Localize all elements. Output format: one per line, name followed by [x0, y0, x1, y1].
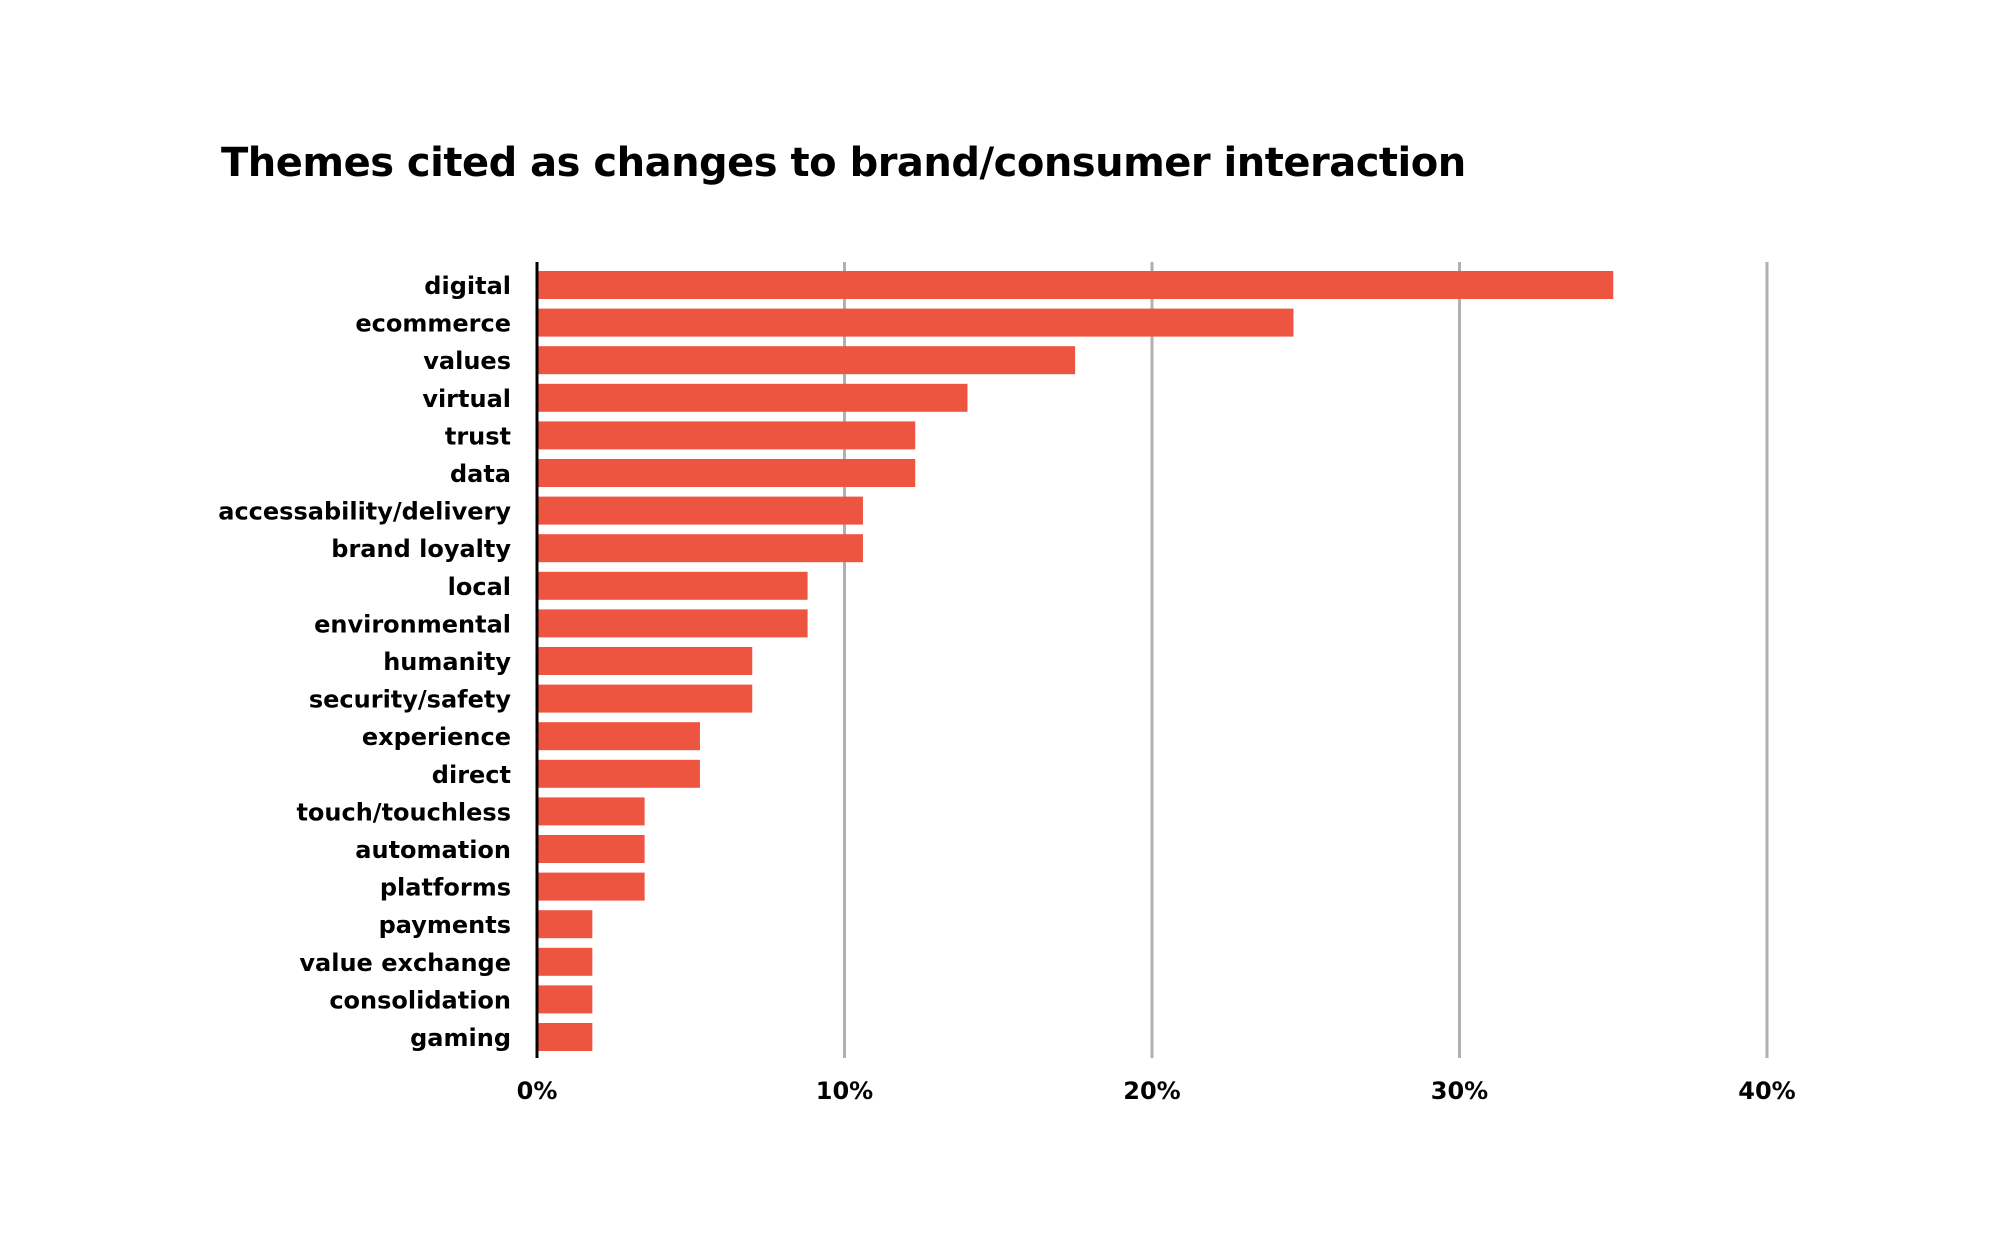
category-label: trust — [445, 422, 511, 450]
bar — [537, 985, 593, 1014]
bar — [537, 346, 1076, 375]
category-label: platforms — [380, 874, 511, 902]
category-label: ecommerce — [355, 310, 511, 338]
bar — [537, 308, 1294, 337]
grid-lines — [843, 262, 1769, 1058]
bar — [537, 797, 645, 826]
chart-title: Themes cited as changes to brand/consume… — [221, 140, 1466, 186]
bars — [537, 271, 1614, 1051]
x-tick-label: 10% — [816, 1077, 873, 1105]
category-label: touch/touchless — [296, 798, 511, 826]
category-label: virtual — [422, 385, 511, 413]
bar — [537, 496, 863, 525]
bar — [537, 872, 645, 901]
category-label: local — [448, 573, 511, 601]
x-tick-labels: 0% 10% 20% 30% 40% — [517, 1077, 1796, 1105]
category-label: data — [450, 460, 511, 488]
bar — [537, 609, 808, 638]
bar — [537, 759, 700, 788]
bar — [537, 835, 645, 863]
category-label: accessability/delivery — [218, 498, 511, 526]
category-label: experience — [362, 723, 511, 751]
bar — [537, 271, 1614, 299]
category-label: security/safety — [309, 686, 511, 714]
category-label: value exchange — [299, 949, 511, 977]
category-label: gaming — [410, 1024, 511, 1052]
category-label: digital — [424, 272, 511, 300]
x-tick-label: 40% — [1738, 1077, 1795, 1105]
category-label: environmental — [314, 610, 511, 638]
bar — [537, 947, 593, 976]
bar — [537, 684, 753, 713]
bar — [537, 459, 916, 487]
category-labels: digital ecommerce values virtual trust data ac… — [218, 272, 511, 1052]
category-label: automation — [355, 836, 511, 864]
category-label: brand loyalty — [331, 535, 511, 563]
bar — [537, 421, 916, 450]
category-label: payments — [379, 911, 511, 939]
bar — [537, 534, 863, 563]
category-label: direct — [432, 761, 511, 789]
category-label: humanity — [383, 648, 511, 676]
x-tick-label: 30% — [1431, 1077, 1488, 1105]
x-tick-label: 20% — [1123, 1077, 1180, 1105]
bar — [537, 647, 753, 675]
x-tick-label: 0% — [517, 1077, 558, 1105]
bar — [537, 910, 593, 939]
category-label: values — [423, 347, 511, 375]
bar — [537, 722, 700, 751]
bar — [537, 383, 968, 412]
bar — [537, 571, 808, 600]
bar — [537, 1023, 593, 1051]
category-label: consolidation — [329, 986, 511, 1014]
